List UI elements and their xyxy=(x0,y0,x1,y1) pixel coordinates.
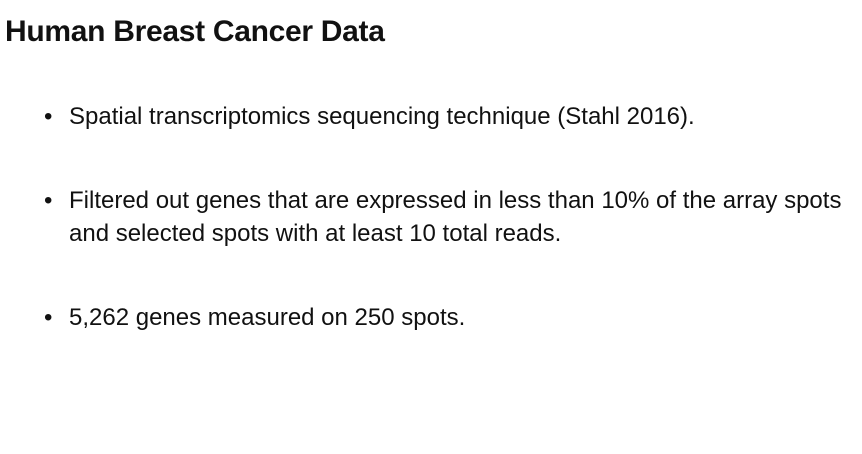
bullet-text: 5,262 genes measured on 250 spots. xyxy=(69,304,466,331)
bullet-list: • Spatial transcriptomics sequencing tec… xyxy=(42,100,842,334)
bullet-dot-icon: • xyxy=(44,103,53,130)
bullet-text: Spatial transcriptomics sequencing techn… xyxy=(69,103,695,130)
bullet-text: Filtered out genes that are expressed in… xyxy=(69,187,842,247)
bullet-dot-icon: • xyxy=(44,304,53,331)
bullet-item: • 5,262 genes measured on 250 spots. xyxy=(42,301,842,334)
slide-title: Human Breast Cancer Data xyxy=(5,15,385,48)
bullet-dot-icon: • xyxy=(44,187,53,214)
bullet-item: • Spatial transcriptomics sequencing tec… xyxy=(42,100,842,133)
bullet-item: • Filtered out genes that are expressed … xyxy=(42,184,842,250)
